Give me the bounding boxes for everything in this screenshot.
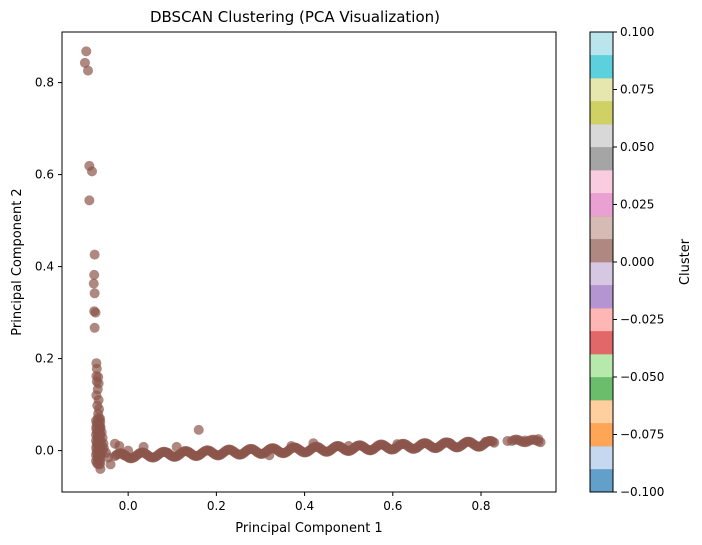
colorbar-segment xyxy=(590,55,613,79)
data-point xyxy=(88,278,99,289)
chart-title: DBSCAN Clustering (PCA Visualization) xyxy=(150,8,440,26)
colorbar-segment xyxy=(590,124,613,148)
colorbar-segment xyxy=(590,78,613,102)
colorbar-segment xyxy=(590,331,613,355)
y-tick-label: 0.6 xyxy=(35,168,54,182)
data-point xyxy=(95,464,106,474)
data-point xyxy=(489,437,500,448)
y-tick-label: 0.8 xyxy=(35,76,54,90)
data-point xyxy=(308,438,319,449)
data-point xyxy=(89,288,100,299)
colorbar-segment xyxy=(590,423,613,447)
data-point xyxy=(138,441,149,452)
colorbar-segment xyxy=(590,193,613,217)
data-point xyxy=(89,269,100,280)
data-point xyxy=(123,445,134,456)
colorbar-segment xyxy=(590,216,613,240)
x-tick-label: 0.0 xyxy=(119,499,138,513)
y-tick-label: 0.2 xyxy=(35,352,54,366)
colorbar-tick-label: −0.075 xyxy=(620,428,664,442)
y-axis-ticks: 0.0 0.2 0.4 0.6 0.8 xyxy=(35,76,62,458)
data-point xyxy=(84,195,95,206)
colorbar-label: Cluster xyxy=(678,238,693,285)
colorbar-segment xyxy=(590,446,613,470)
colorbar-segment xyxy=(590,262,613,286)
colorbar-tick-label: 0.050 xyxy=(620,140,654,154)
colorbar-segment xyxy=(590,308,613,332)
colorbar-segment xyxy=(590,377,613,401)
colorbar-tick-label: −0.100 xyxy=(620,485,664,499)
plot-frame xyxy=(61,31,557,493)
x-axis-ticks: 0.0 0.2 0.4 0.6 0.8 xyxy=(119,492,491,513)
colorbar xyxy=(590,32,613,493)
colorbar-segment xyxy=(590,170,613,194)
data-point xyxy=(89,249,100,260)
data-point xyxy=(86,166,97,177)
data-point xyxy=(480,436,491,447)
x-tick-label: 0.4 xyxy=(295,499,314,513)
colorbar-segment xyxy=(590,147,613,171)
data-point xyxy=(533,434,544,445)
x-tick-label: 0.8 xyxy=(471,499,490,513)
data-point xyxy=(103,452,114,463)
x-tick-label: 0.2 xyxy=(207,499,226,513)
colorbar-segment xyxy=(590,354,613,378)
data-point xyxy=(502,435,513,446)
data-point xyxy=(392,439,403,450)
data-point xyxy=(343,441,354,451)
y-tick-label: 0.4 xyxy=(35,260,54,274)
data-point xyxy=(520,435,531,446)
colorbar-segment xyxy=(590,32,613,56)
colorbar-tick-label: −0.050 xyxy=(620,370,664,384)
x-axis-label: Principal Component 1 xyxy=(235,521,382,536)
colorbar-segment xyxy=(590,239,613,263)
colorbar-tick-label: 0.025 xyxy=(620,198,654,212)
colorbar-ticks: −0.100 −0.075 −0.050 −0.025 0.000 0.025 0.050 0… xyxy=(613,25,664,499)
data-point xyxy=(286,441,297,451)
plot-points xyxy=(79,46,546,474)
colorbar-tick-label: 0.075 xyxy=(620,83,654,97)
colorbar-segment xyxy=(590,285,613,309)
data-point xyxy=(193,424,204,435)
data-point xyxy=(81,46,92,57)
data-point xyxy=(91,363,102,374)
colorbar-segment xyxy=(590,469,613,493)
colorbar-segment xyxy=(590,400,613,424)
data-point xyxy=(90,307,101,318)
y-tick-label: 0.0 xyxy=(35,444,54,458)
data-point xyxy=(114,441,125,451)
colorbar-segment xyxy=(590,101,613,125)
colorbar-tick-label: −0.025 xyxy=(620,313,664,327)
data-point xyxy=(89,322,100,333)
data-point xyxy=(79,57,90,68)
data-point xyxy=(171,441,182,452)
colorbar-tick-label: 0.000 xyxy=(620,255,654,269)
x-tick-label: 0.6 xyxy=(383,499,402,513)
data-point xyxy=(445,438,456,449)
data-point xyxy=(162,447,173,458)
y-axis-label: Principal Component 2 xyxy=(10,188,25,335)
colorbar-tick-label: 0.100 xyxy=(620,25,654,39)
data-point xyxy=(264,450,275,461)
data-point xyxy=(83,65,94,76)
